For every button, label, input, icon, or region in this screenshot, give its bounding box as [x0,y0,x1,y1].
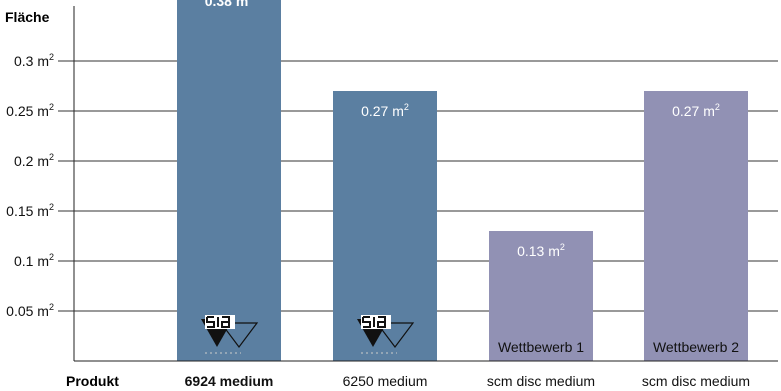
y-tick-label: 0.1 m2 [14,252,54,269]
bar [644,91,748,361]
category-label: scm disc medium [487,373,595,389]
bar-value-label: 0.38 m2 [205,0,254,9]
bar-value-label: 0.27 m2 [361,102,409,119]
category-label: scm disc medium [642,373,750,389]
sia-logo [357,315,415,354]
y-tick-label: 0.3 m2 [14,52,54,69]
bar-value-label: 0.13 m2 [517,242,565,259]
bar-value-label: 0.27 m2 [672,102,720,119]
y-tick-label: 0.15 m2 [6,202,54,219]
bar-group: 0.13 m2 Wettbewerb 1 [489,231,593,361]
bar [177,0,281,361]
category-label: 6250 medium [343,373,428,389]
y-tick-labels: 0.05 m2 0.1 m2 0.15 m2 0.2 m2 0.25 m2 0.3 m2 [6,52,54,319]
y-tick-label: 0.2 m2 [14,152,54,169]
bar-group: 0.27 m2 Wettbewerb 2 [644,91,748,361]
bar-inner-label: Wettbewerb 1 [498,339,584,355]
y-axis-title: Fläche [5,9,50,25]
x-axis-title: Produkt [66,373,119,389]
y-tick-label: 0.05 m2 [6,302,54,319]
bars: 0.38 m2 0.27 m2 0.13 m2 Wettbewerb 1 0.27 m2… [177,0,748,361]
sia-logo [201,315,259,354]
bar [489,231,593,361]
category-labels: 6924 medium 6250 medium scm disc medium scm… [185,373,750,389]
bar-group: 0.27 m2 [333,91,437,361]
bar-group: 0.38 m2 [177,0,281,361]
category-label: 6924 medium [185,373,274,389]
y-tick-label: 0.25 m2 [6,102,54,119]
bar-inner-label: Wettbewerb 2 [653,339,739,355]
